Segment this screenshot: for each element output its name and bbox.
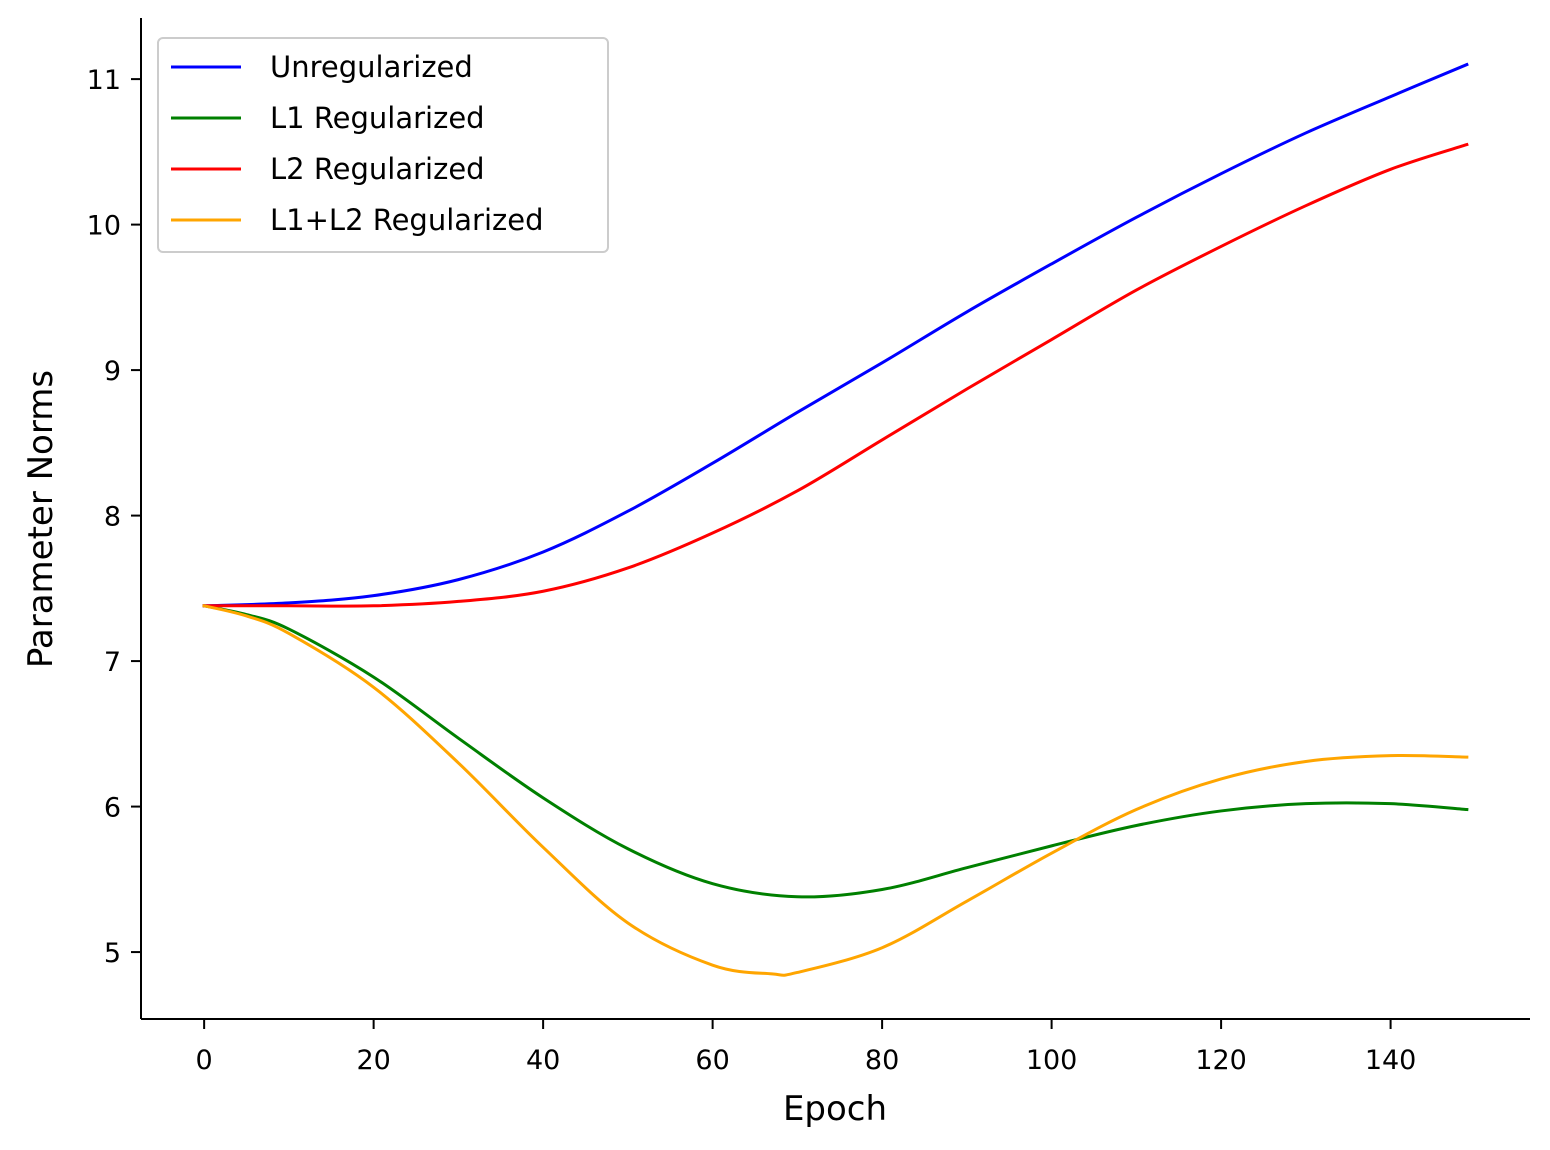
- y-tick-label: 5: [104, 938, 121, 969]
- y-ticks: 5 6 7 8 9 10 11: [87, 65, 141, 969]
- x-tick-label: 140: [1365, 1045, 1417, 1076]
- y-tick-label: 6: [104, 793, 121, 824]
- y-axis-title: Parameter Norms: [21, 370, 61, 668]
- x-tick-label: 80: [865, 1045, 899, 1076]
- x-axis-title: Epoch: [783, 1089, 887, 1129]
- x-tick-label: 60: [695, 1045, 729, 1076]
- legend-label-l1-l2-regularized: L1+L2 Regularized: [270, 203, 544, 237]
- legend-items: Unregularized L1 Regularized L2 Regularize…: [171, 50, 544, 237]
- series-layer: [202, 62, 1469, 977]
- x-tick-label: 0: [196, 1045, 213, 1076]
- series-line-unregularized: [202, 62, 1469, 608]
- x-tick-label: 20: [356, 1045, 390, 1076]
- series-line-l1-l2-regularized: [202, 603, 1469, 977]
- series-line-l2-regularized: [202, 142, 1469, 608]
- legend-frame: [157, 37, 609, 253]
- legend-label-l2-regularized: L2 Regularized: [270, 152, 485, 186]
- plot-area: 0 20 40 60 80 100 120 140 5 6 7 8 9 10 11: [87, 18, 1530, 1076]
- x-ticks: 0 20 40 60 80 100 120 140: [196, 1019, 1417, 1076]
- x-tick-label: 40: [526, 1045, 560, 1076]
- legend: Unregularized L1 Regularized L2 Regularize…: [157, 37, 609, 253]
- x-tick-label: 120: [1195, 1045, 1247, 1076]
- y-tick-label: 7: [104, 647, 121, 678]
- y-tick-label: 9: [104, 356, 121, 387]
- legend-label-unregularized: Unregularized: [270, 50, 473, 84]
- legend-label-l1-regularized: L1 Regularized: [270, 101, 485, 135]
- x-tick-label: 100: [1026, 1045, 1078, 1076]
- y-tick-label: 8: [104, 502, 121, 533]
- y-tick-label: 11: [87, 65, 121, 96]
- y-tick-label: 10: [87, 211, 121, 242]
- series-line-l1-regularized: [202, 604, 1469, 899]
